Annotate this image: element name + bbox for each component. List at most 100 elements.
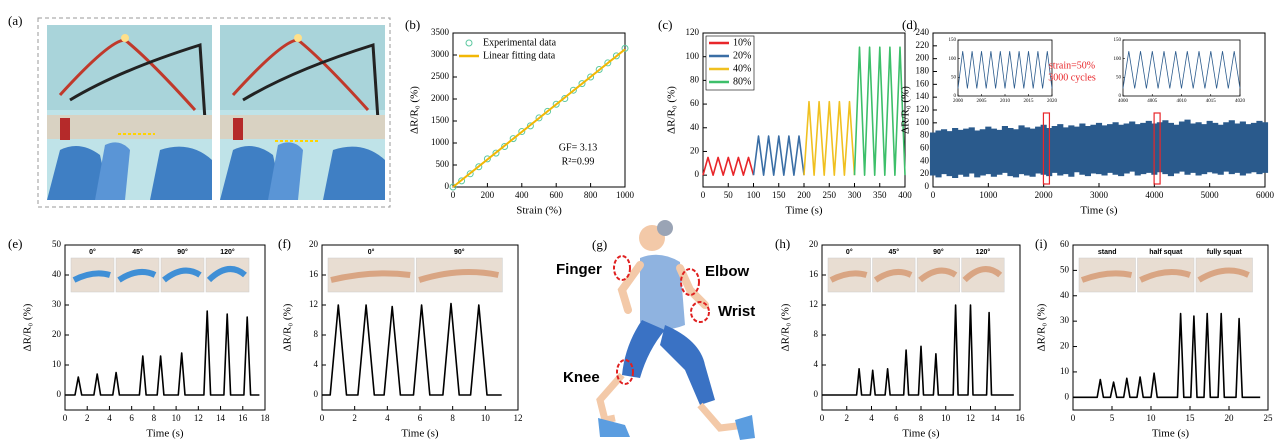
- legend-label: 10%: [733, 37, 751, 48]
- y-tick-label: 500: [436, 159, 450, 169]
- inset-x-tick-label: 4020: [1235, 99, 1246, 104]
- x-axis-label: Time (s): [902, 428, 940, 440]
- inset-photo-label: 45°: [889, 248, 900, 256]
- legend-label: 80%: [733, 76, 751, 87]
- inset-photo-label: 120°: [976, 248, 991, 256]
- inset-photo-label: 90°: [454, 248, 465, 256]
- legend-label: Linear fitting data: [483, 50, 556, 61]
- x-tick-label: 12: [194, 413, 203, 423]
- x-tick-label: 2000: [1035, 190, 1054, 200]
- y-tick-label: 2000: [431, 93, 450, 103]
- y-tick-label: 60: [1060, 239, 1070, 249]
- x-tick-label: 0: [63, 413, 68, 423]
- y-axis-label: ΔR/R₀ (%): [666, 86, 678, 134]
- inset-x-tick-label: 2000: [953, 99, 964, 104]
- panel-label: (g): [592, 237, 607, 252]
- y-tick-label: 0: [925, 181, 930, 191]
- y-tick-label: 40: [1060, 290, 1070, 300]
- x-tick-label: 8: [919, 413, 924, 423]
- y-tick-label: 30: [52, 299, 62, 309]
- x-tick-label: 6: [129, 413, 134, 423]
- y-tick-label: 16: [809, 269, 819, 279]
- data-line: [804, 102, 855, 176]
- fit-line: [453, 49, 625, 187]
- y-tick-label: 20: [1060, 341, 1070, 351]
- x-tick-label: 0: [701, 190, 706, 200]
- annotation: 3000 cycles: [1048, 72, 1096, 83]
- legend-label: 40%: [733, 63, 751, 74]
- x-tick-label: 5: [1110, 413, 1115, 423]
- inset-y-tick-label: 50: [951, 75, 957, 80]
- y-tick-label: 3500: [431, 27, 450, 37]
- y-tick-label: 40: [690, 122, 700, 132]
- y-tick-label: 20: [690, 146, 700, 156]
- x-tick-label: 6000: [1256, 190, 1275, 200]
- panel-label: (h): [775, 236, 790, 251]
- x-tick-label: 200: [797, 190, 811, 200]
- data-line: [322, 304, 502, 396]
- inset-x-tick-label: 2015: [1024, 99, 1035, 104]
- x-tick-label: 10: [481, 413, 491, 423]
- y-tick-label: 120: [916, 104, 930, 114]
- y-tick-label: 3000: [431, 49, 450, 59]
- body-part-label: Finger: [556, 261, 602, 278]
- y-tick-label: 1500: [431, 115, 450, 125]
- y-tick-label: 8: [814, 329, 819, 339]
- x-tick-label: 4: [385, 413, 390, 423]
- body-part-label: Wrist: [718, 303, 755, 320]
- y-tick-label: 80: [920, 130, 930, 140]
- inset-photo-label: 90°: [933, 248, 944, 256]
- y-tick-label: 30: [1060, 315, 1070, 325]
- inset-x-tick-label: 2005: [977, 99, 988, 104]
- y-tick-label: 180: [916, 66, 930, 76]
- inset-photo-label: 0°: [89, 248, 96, 256]
- x-tick-label: 400: [898, 190, 912, 200]
- panel-label: (i): [1035, 236, 1047, 251]
- x-tick-label: 400: [515, 190, 529, 200]
- y-tick-label: 4: [814, 359, 819, 369]
- annotation: R²=0.99: [562, 156, 595, 167]
- y-tick-label: 60: [690, 98, 700, 108]
- y-tick-label: 60: [920, 143, 930, 153]
- inset-x-tick-label: 2020: [1047, 99, 1058, 104]
- y-axis-label: ΔR/R₀ (%): [1036, 303, 1048, 351]
- x-tick-label: 0: [320, 413, 325, 423]
- x-tick-label: 12: [966, 413, 975, 423]
- y-tick-label: 220: [916, 40, 930, 50]
- data-line: [703, 157, 754, 175]
- y-tick-label: 40: [52, 269, 62, 279]
- annotation: GF= 3.13: [559, 142, 597, 153]
- y-axis-label: ΔR/R₀ (%): [282, 303, 294, 351]
- y-tick-label: 240: [916, 27, 930, 37]
- photo: [47, 25, 212, 200]
- x-tick-label: 0: [820, 413, 825, 423]
- y-tick-label: 0: [814, 389, 819, 399]
- x-tick-label: 14: [216, 413, 226, 423]
- y-tick-label: 0: [314, 389, 319, 399]
- page: (a) (g): [0, 0, 1276, 447]
- x-tick-label: 8: [450, 413, 455, 423]
- y-tick-label: 120: [686, 27, 700, 37]
- x-tick-label: 6: [894, 413, 899, 423]
- y-tick-label: 50: [52, 239, 62, 249]
- data-line: [754, 136, 805, 175]
- y-tick-label: 160: [916, 78, 930, 88]
- y-tick-label: 20: [52, 329, 62, 339]
- x-tick-label: 100: [747, 190, 761, 200]
- y-tick-label: 100: [916, 117, 930, 127]
- x-tick-label: 50: [724, 190, 734, 200]
- annotation: strain=50%: [1049, 60, 1095, 71]
- y-axis-label: ΔR/R₀ (%): [22, 303, 34, 351]
- x-tick-label: 2: [845, 413, 850, 423]
- y-tick-label: 0: [695, 169, 700, 179]
- x-tick-label: 300: [848, 190, 862, 200]
- data-line: [65, 311, 259, 395]
- x-axis-label: Time (s): [785, 205, 823, 217]
- inset-y-tick-label: 100: [949, 57, 957, 62]
- y-tick-label: 40: [920, 155, 930, 165]
- x-tick-label: 16: [1016, 413, 1026, 423]
- x-tick-label: 2: [85, 413, 90, 423]
- data-line: [822, 305, 1014, 395]
- photo-panel: (a): [8, 13, 390, 207]
- x-tick-label: 10: [1147, 413, 1157, 423]
